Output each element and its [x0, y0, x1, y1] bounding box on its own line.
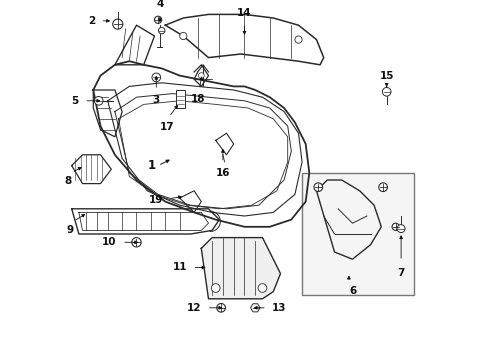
Circle shape [313, 183, 322, 192]
Text: 3: 3 [152, 95, 160, 105]
Text: 12: 12 [186, 303, 201, 313]
Text: 1: 1 [148, 159, 156, 172]
Circle shape [391, 223, 399, 230]
Text: 13: 13 [271, 303, 285, 313]
Text: 10: 10 [102, 237, 117, 247]
Polygon shape [201, 238, 280, 299]
Circle shape [158, 27, 164, 34]
Text: 11: 11 [172, 262, 186, 273]
Text: 8: 8 [64, 176, 72, 186]
Text: 2: 2 [88, 16, 95, 26]
Circle shape [179, 32, 186, 40]
Circle shape [378, 183, 386, 192]
Bar [176, 90, 185, 108]
Text: 16: 16 [215, 168, 230, 178]
Text: 9: 9 [66, 225, 73, 235]
Bar [302, 173, 413, 295]
Text: 19: 19 [149, 195, 163, 205]
Text: 14: 14 [237, 8, 251, 18]
Text: 18: 18 [190, 94, 204, 104]
Text: 5: 5 [72, 96, 79, 106]
Text: 6: 6 [348, 286, 355, 296]
Circle shape [294, 36, 302, 43]
Circle shape [94, 96, 103, 105]
Circle shape [382, 87, 390, 96]
Circle shape [132, 238, 141, 247]
Circle shape [211, 284, 220, 292]
Circle shape [216, 303, 225, 312]
Circle shape [258, 284, 266, 292]
Circle shape [152, 73, 160, 82]
Circle shape [154, 16, 162, 23]
Text: 7: 7 [397, 268, 404, 278]
Text: 15: 15 [379, 71, 393, 81]
Text: 4: 4 [156, 0, 163, 9]
Circle shape [198, 73, 204, 78]
Text: 17: 17 [160, 122, 174, 132]
Circle shape [396, 225, 404, 233]
Circle shape [113, 19, 122, 29]
Polygon shape [250, 304, 260, 312]
